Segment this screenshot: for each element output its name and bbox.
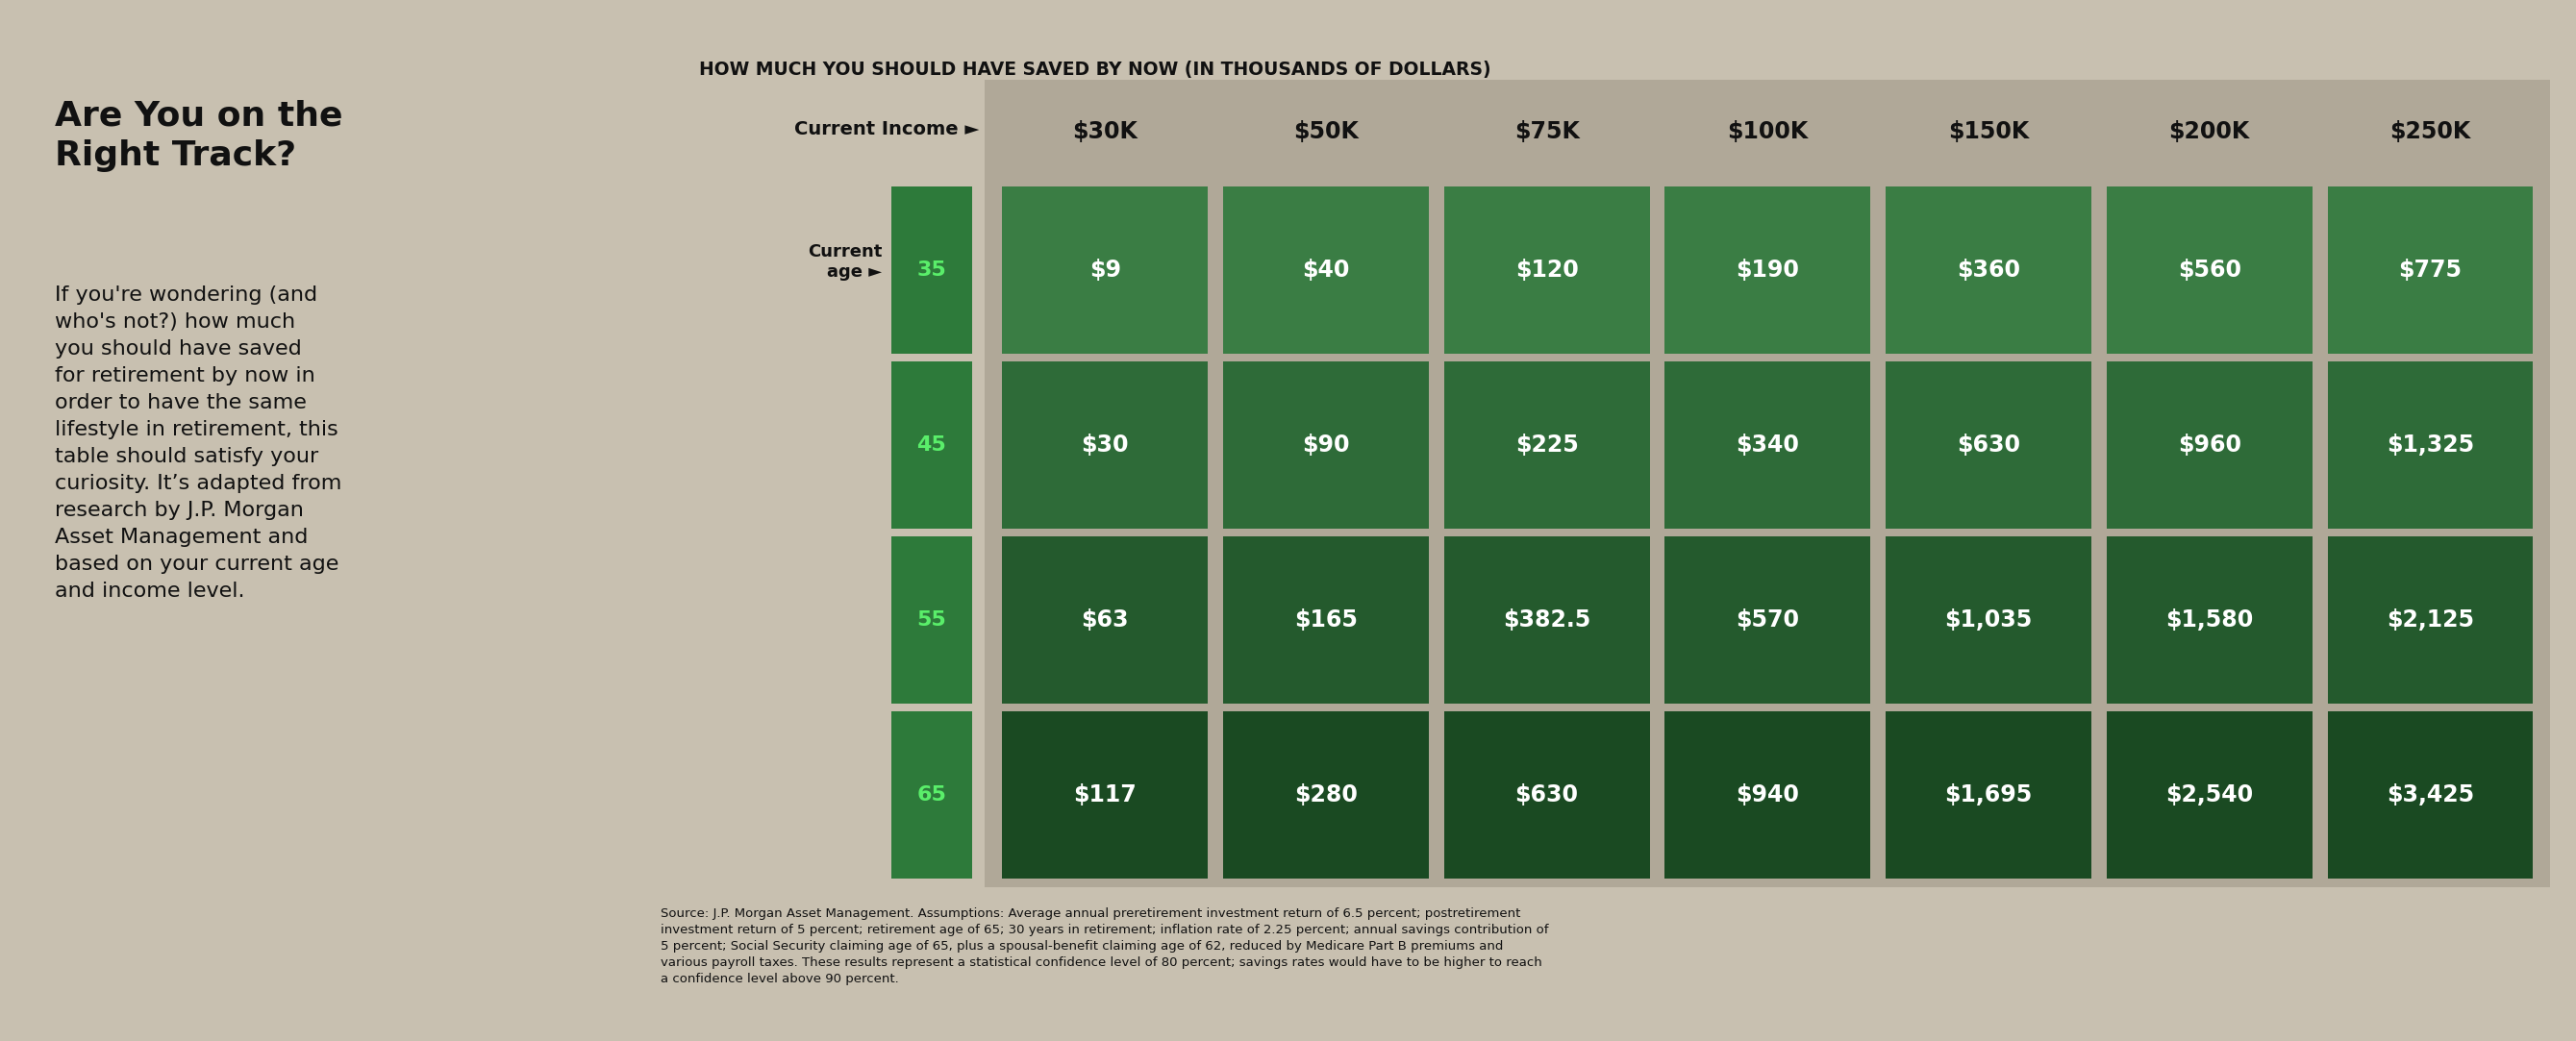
FancyBboxPatch shape [2329,186,2532,354]
Text: Current Income ►: Current Income ► [793,120,979,138]
FancyBboxPatch shape [1445,712,1649,879]
Text: $630: $630 [1958,434,2020,457]
Text: $200K: $200K [2169,121,2249,144]
Text: $50K: $50K [1293,121,1358,144]
FancyBboxPatch shape [1445,186,1649,354]
FancyBboxPatch shape [1002,712,1208,879]
Text: 45: 45 [917,436,945,455]
FancyBboxPatch shape [1886,186,2092,354]
FancyBboxPatch shape [1886,712,2092,879]
FancyBboxPatch shape [1445,361,1649,529]
Text: $165: $165 [1293,609,1358,632]
Text: $1,695: $1,695 [1945,784,2032,807]
FancyBboxPatch shape [984,80,2550,887]
Text: 65: 65 [917,786,945,805]
Text: $360: $360 [1958,259,2020,282]
FancyBboxPatch shape [1664,537,1870,704]
Text: $2,125: $2,125 [2385,609,2473,632]
Text: $1,580: $1,580 [2166,609,2254,632]
Text: HOW MUCH YOU SHOULD HAVE SAVED BY NOW (IN THOUSANDS OF DOLLARS): HOW MUCH YOU SHOULD HAVE SAVED BY NOW (I… [698,60,1492,79]
FancyBboxPatch shape [891,712,971,879]
Text: $630: $630 [1515,784,1579,807]
Text: $100K: $100K [1726,121,1808,144]
Text: $560: $560 [2177,259,2241,282]
Text: $3,425: $3,425 [2385,784,2473,807]
FancyBboxPatch shape [2107,537,2313,704]
Text: $1,325: $1,325 [2385,434,2473,457]
FancyBboxPatch shape [2107,186,2313,354]
FancyBboxPatch shape [1224,361,1430,529]
FancyBboxPatch shape [1002,361,1208,529]
Text: $570: $570 [1736,609,1801,632]
FancyBboxPatch shape [1445,537,1649,704]
FancyBboxPatch shape [1886,537,2092,704]
FancyBboxPatch shape [1664,712,1870,879]
Text: $30K: $30K [1072,121,1139,144]
Text: $75K: $75K [1515,121,1579,144]
FancyBboxPatch shape [891,186,971,354]
FancyBboxPatch shape [1224,537,1430,704]
Text: $940: $940 [1736,784,1798,807]
Text: $250K: $250K [2391,121,2470,144]
Text: If you're wondering (and
who's not?) how much
you should have saved
for retireme: If you're wondering (and who's not?) how… [54,285,343,601]
Text: $340: $340 [1736,434,1798,457]
Text: Are You on the
Right Track?: Are You on the Right Track? [54,100,343,172]
FancyBboxPatch shape [2329,361,2532,529]
FancyBboxPatch shape [891,537,971,704]
Text: $2,540: $2,540 [2166,784,2254,807]
Text: $150K: $150K [1947,121,2030,144]
Text: $120: $120 [1515,259,1579,282]
FancyBboxPatch shape [2329,537,2532,704]
Text: 35: 35 [917,260,945,280]
FancyBboxPatch shape [2329,712,2532,879]
FancyBboxPatch shape [2107,712,2313,879]
Text: $90: $90 [1301,434,1350,457]
FancyBboxPatch shape [1664,186,1870,354]
Text: $9: $9 [1090,259,1121,282]
Text: $382.5: $382.5 [1502,609,1589,632]
FancyBboxPatch shape [1224,186,1430,354]
FancyBboxPatch shape [1002,537,1208,704]
FancyBboxPatch shape [1886,361,2092,529]
Text: $117: $117 [1074,784,1136,807]
Text: $190: $190 [1736,259,1798,282]
Text: $280: $280 [1293,784,1358,807]
FancyBboxPatch shape [1224,712,1430,879]
Text: $40: $40 [1303,259,1350,282]
FancyBboxPatch shape [1664,361,1870,529]
Text: $30: $30 [1082,434,1128,457]
FancyBboxPatch shape [1002,186,1208,354]
Text: $775: $775 [2398,259,2463,282]
Text: Current
age ►: Current age ► [809,243,881,280]
Text: Source: J.P. Morgan Asset Management. Assumptions: Average annual preretirement : Source: J.P. Morgan Asset Management. As… [659,907,1548,985]
Text: $1,035: $1,035 [1945,609,2032,632]
FancyBboxPatch shape [891,361,971,529]
FancyBboxPatch shape [2107,361,2313,529]
Text: $960: $960 [2177,434,2241,457]
Text: 55: 55 [917,611,945,630]
Text: $225: $225 [1515,434,1579,457]
Text: $63: $63 [1082,609,1128,632]
